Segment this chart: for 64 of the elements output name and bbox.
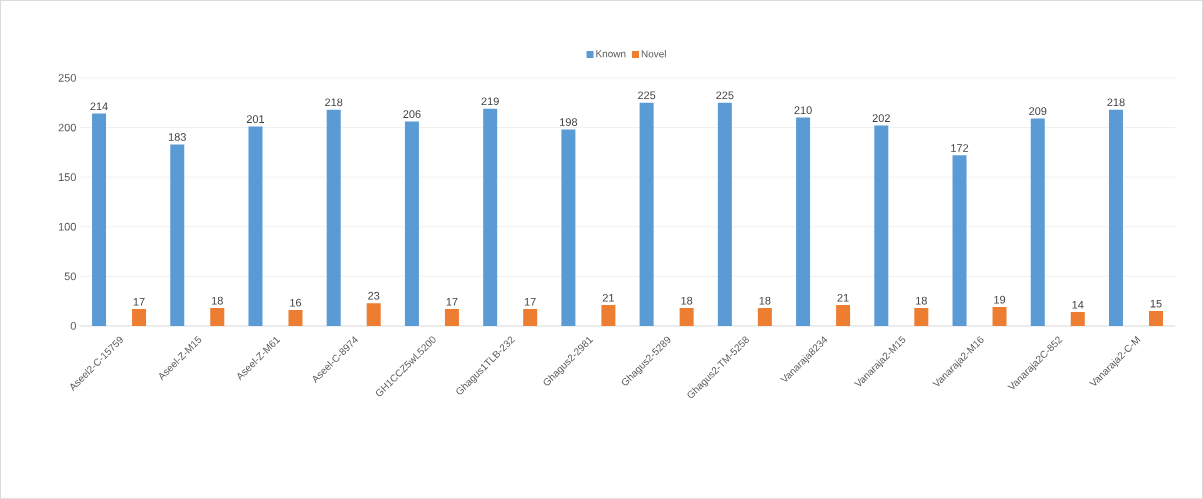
bar (757, 308, 772, 327)
bar (366, 303, 381, 327)
bar (326, 109, 341, 327)
bar (1070, 312, 1085, 327)
bar (248, 126, 263, 327)
bar (483, 108, 498, 327)
data-label: 218 (1107, 98, 1125, 107)
bar (1108, 109, 1123, 327)
data-label: 16 (290, 298, 302, 307)
bar (210, 308, 225, 327)
y-tick-label: 250 (58, 74, 76, 82)
bar (561, 129, 576, 327)
bar (717, 102, 732, 327)
bar (170, 144, 185, 327)
data-label: 17 (446, 298, 458, 306)
y-tick-label: 0 (70, 322, 76, 330)
bar (836, 305, 851, 327)
bar (992, 307, 1007, 327)
y-tick-label: 100 (58, 222, 76, 231)
legend-label: Known (596, 50, 626, 58)
bar (288, 310, 303, 327)
data-label: 21 (602, 294, 614, 302)
data-label: 210 (794, 106, 812, 115)
bar (601, 305, 616, 327)
data-label: 19 (994, 295, 1006, 304)
bar (679, 308, 694, 327)
data-label: 172 (951, 144, 969, 152)
data-label: 219 (481, 97, 499, 106)
data-label: 18 (211, 296, 223, 305)
data-label: 214 (90, 102, 108, 111)
data-label: 202 (872, 114, 890, 123)
bar (874, 125, 889, 327)
bar (132, 309, 147, 327)
bar (914, 308, 929, 327)
data-label: 225 (716, 91, 734, 100)
data-label: 21 (837, 294, 849, 302)
data-label: 17 (524, 298, 536, 306)
data-label: 15 (1150, 299, 1162, 308)
data-label: 17 (133, 298, 145, 306)
data-label: 198 (560, 118, 578, 127)
bar (1148, 311, 1163, 327)
bar (523, 309, 538, 327)
bar (1030, 118, 1045, 327)
y-tick-label: 50 (64, 272, 76, 281)
bar (952, 155, 967, 327)
data-label: 18 (759, 296, 771, 305)
bar (444, 309, 459, 327)
legend-label: Novel (641, 50, 666, 58)
data-label: 209 (1029, 107, 1047, 116)
bar (796, 117, 811, 327)
data-label: 218 (325, 98, 343, 107)
bar (92, 113, 107, 327)
data-label: 14 (1072, 301, 1084, 309)
data-label: 183 (168, 133, 186, 141)
data-label: 206 (403, 110, 421, 119)
bar (404, 121, 419, 327)
y-tick-label: 200 (58, 123, 76, 132)
data-label: 23 (368, 291, 380, 300)
data-label: 18 (681, 296, 693, 305)
y-tick-label: 150 (58, 173, 76, 182)
data-label: 18 (916, 296, 927, 305)
bar (639, 102, 654, 327)
data-label: 201 (246, 115, 265, 124)
data-label: 225 (638, 91, 656, 100)
